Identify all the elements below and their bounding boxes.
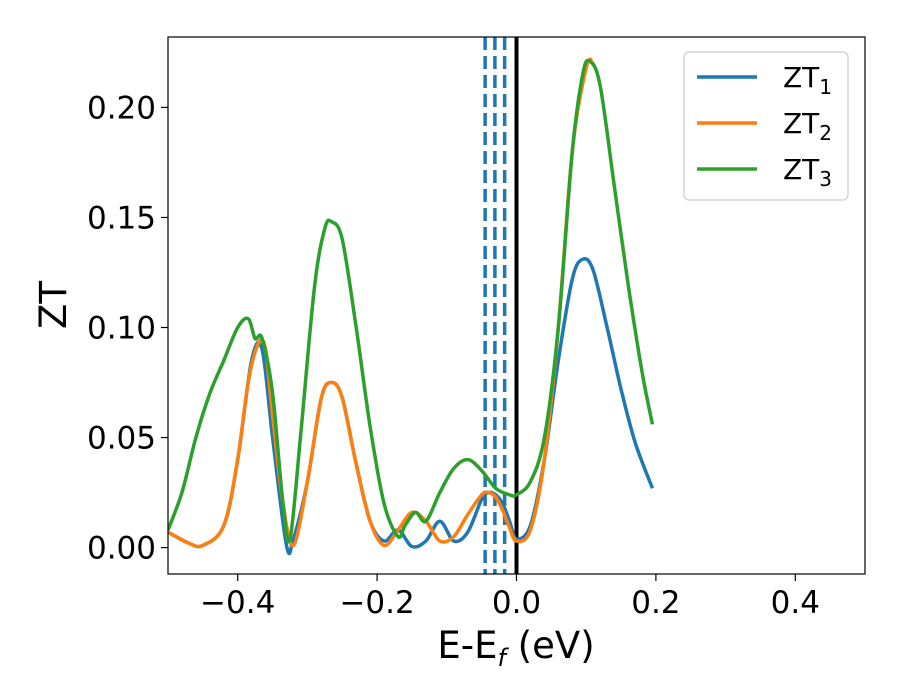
y-tick-label: 0.20 bbox=[87, 90, 156, 126]
y-tick-label: 0.10 bbox=[87, 311, 156, 347]
series-line-zt1 bbox=[168, 257, 655, 556]
legend-label-zt2: ZT2 bbox=[783, 107, 832, 145]
y-axis-title: ZT bbox=[32, 281, 75, 329]
x-tick-label: 0.4 bbox=[771, 585, 820, 621]
legend-label-zt3: ZT3 bbox=[783, 153, 832, 191]
x-tick-label: −0.4 bbox=[200, 585, 275, 621]
legend-label-zt1: ZT1 bbox=[783, 61, 832, 99]
y-tick-label: 0.15 bbox=[87, 200, 156, 236]
y-tick-label: 0.00 bbox=[87, 531, 156, 567]
x-tick-label: 0.0 bbox=[492, 585, 541, 621]
x-tick-label: 0.2 bbox=[631, 585, 680, 621]
legend-box bbox=[683, 51, 849, 201]
x-axis-title: E-Ef (eV) bbox=[437, 624, 594, 672]
y-tick-label: 0.05 bbox=[87, 421, 156, 457]
x-tick-label: −0.2 bbox=[339, 585, 414, 621]
legend: ZT1 ZT2 ZT3 bbox=[683, 51, 849, 201]
series-line-zt3 bbox=[168, 58, 655, 544]
